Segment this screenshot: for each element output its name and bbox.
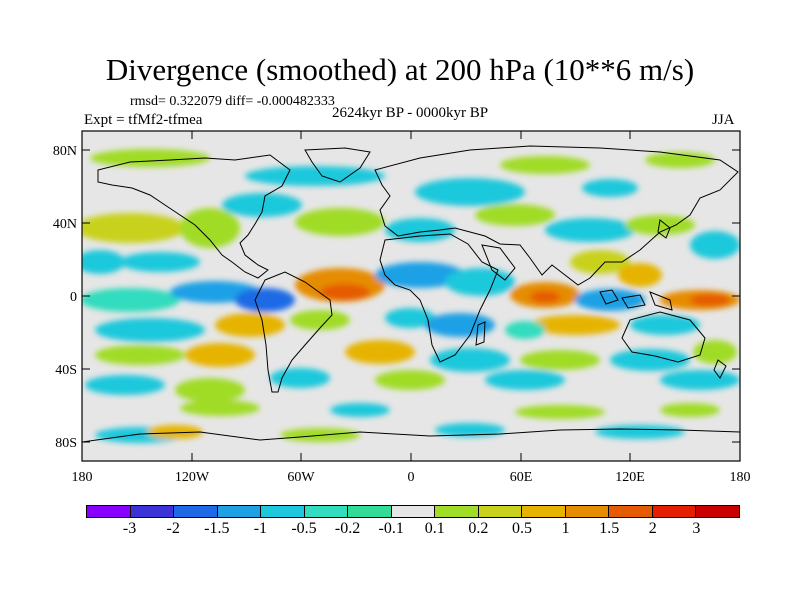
colorbar-label: -0.5	[291, 520, 317, 537]
lat-label: 80N	[53, 144, 77, 159]
rmsd-diff-stats: rmsd= 0.322079 diff= -0.000482333	[130, 94, 335, 109]
lat-label: 40S	[55, 363, 77, 378]
colorbar-swatch	[174, 506, 218, 517]
colorbar-swatch	[391, 506, 436, 517]
colorbar-swatch	[478, 506, 523, 517]
colorbar-label: 1.5	[599, 520, 620, 537]
colorbar-swatch	[522, 506, 566, 517]
colorbar-label: -3	[122, 520, 137, 537]
divergence-field	[82, 145, 740, 443]
lon-ticks	[81, 131, 741, 461]
colorbar-label: 0.1	[424, 520, 445, 537]
season-label: JJA	[712, 112, 735, 128]
lon-label: 60E	[510, 470, 533, 485]
lon-label: 120W	[175, 470, 210, 485]
colorbar-label: 0.5	[512, 520, 532, 537]
coastlines	[82, 145, 740, 443]
colorbar-swatch	[609, 506, 653, 517]
colorbar-label: -1	[253, 520, 268, 537]
colorbar-swatch	[696, 506, 739, 517]
lat-ticks	[82, 149, 740, 443]
lat-label: 80S	[55, 436, 77, 451]
lon-label: 120E	[615, 470, 645, 485]
colorbar-label: -1.5	[204, 520, 230, 537]
colorbar-swatch	[261, 506, 305, 517]
colorbar-label: -0.2	[334, 520, 361, 537]
lat-label: 40N	[53, 217, 77, 232]
colorbar	[86, 505, 740, 518]
lon-label: 180	[730, 470, 751, 485]
colorbar-label: 1	[561, 520, 570, 537]
lon-label: 0	[408, 470, 415, 485]
colorbar-label: -2	[166, 520, 180, 537]
colorbar-label: -0.1	[378, 520, 404, 537]
colorbar-label: 0.2	[468, 520, 489, 537]
map-title: Divergence (smoothed) at 200 hPa (10**6 …	[105, 52, 695, 87]
colorbar-swatch	[565, 506, 610, 517]
colorbar-swatch	[87, 506, 131, 517]
colorbar-swatch	[348, 506, 392, 517]
colorbar-swatch	[130, 506, 175, 517]
colorbar-label: 3	[692, 520, 701, 537]
colorbar-swatch	[652, 506, 697, 517]
time-period: 2624kyr BP - 0000kyr BP	[331, 105, 489, 121]
colorbar-swatch	[217, 506, 262, 517]
lon-label: 180	[72, 470, 93, 485]
colorbar-swatch	[435, 506, 479, 517]
colorbar-swatch	[304, 506, 349, 517]
lon-label: 60W	[287, 470, 315, 485]
lat-label: 0	[70, 290, 77, 305]
experiment-label: Expt = tfMf2-tfmea	[84, 112, 203, 128]
colorbar-label: 2	[648, 520, 657, 537]
